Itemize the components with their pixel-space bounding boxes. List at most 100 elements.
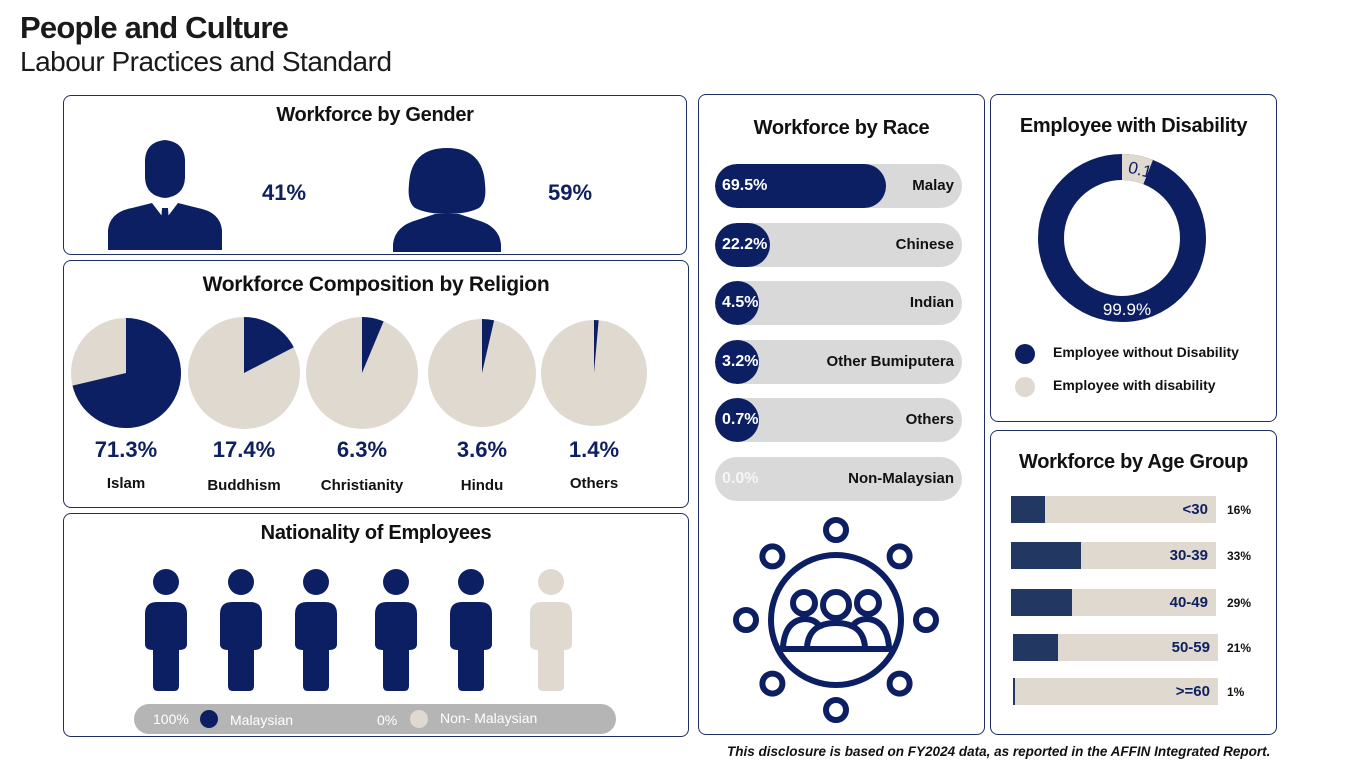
religion-item: 1.4% Others <box>534 437 654 497</box>
gender-title: Workforce by Gender <box>276 104 474 126</box>
race-panel: Workforce by Race 69.5% Malay 22.2% Chinese… <box>698 94 985 735</box>
age-title: Workforce by Age Group <box>1019 451 1248 473</box>
person-icon <box>220 569 262 691</box>
legend-with-dot <box>1015 377 1035 397</box>
pie-slice-hindu <box>482 319 495 373</box>
group-circle-icon <box>733 517 939 723</box>
race-name: Others <box>905 411 954 428</box>
race-bar-fill <box>715 339 759 384</box>
nationality-legend-bar: 100% Malaysian 0% Non- Malaysian <box>134 704 616 734</box>
age-percentage: 33% <box>1227 549 1252 563</box>
female-percentage: 59% <box>548 180 593 205</box>
religion-percentage: 17.4% <box>212 437 276 462</box>
nationality-panel: Nationality of Employees 100% Malaysian … <box>63 513 689 737</box>
race-percentage: 22.2% <box>722 235 768 253</box>
person-icon <box>450 569 492 691</box>
religion-percentage: 3.6% <box>456 437 508 462</box>
disability-panel: Employee with Disability 0.1% 99.9% Emplo… <box>990 94 1277 422</box>
legend-with-label: Employee with disability <box>1053 377 1216 393</box>
pie-slice-others <box>594 319 599 373</box>
age-panel: Workforce by Age Group <30 16% 30-39 33% 40-… <box>990 430 1277 735</box>
religion-name: Christianity <box>320 477 404 494</box>
age-percentage: 16% <box>1227 503 1252 517</box>
donut-without-label: 99.9% <box>1103 300 1151 319</box>
page-title: People and Culture <box>20 10 289 45</box>
race-percentage: 0.0% <box>722 469 759 487</box>
person-icons <box>145 569 572 691</box>
race-bar-fill <box>715 222 770 267</box>
donut-with-label: 0.1% <box>1126 158 1168 186</box>
age-group-label: <30 <box>1182 501 1208 518</box>
pie-slice-islam <box>72 318 182 428</box>
race-bar-fill <box>715 164 886 208</box>
race-name: Chinese <box>895 235 954 253</box>
race-name: Non-Malaysian <box>848 469 954 487</box>
race-row: 0.7% Others <box>715 398 962 442</box>
race-bar-fill <box>715 281 759 325</box>
male-person-icon <box>108 140 222 250</box>
age-group-label: >=60 <box>1175 683 1210 700</box>
disability-title: Employee with Disability <box>1019 115 1248 137</box>
race-percentage: 4.5% <box>722 294 759 311</box>
race-name: Malay <box>912 177 954 194</box>
race-row: 0.0% Non-Malaysian <box>715 456 962 501</box>
religion-item: 3.6% Hindu <box>422 437 542 497</box>
race-name: Indian <box>909 294 954 311</box>
religion-title: Workforce Composition by Religion <box>202 273 550 296</box>
age-group-label: 50-59 <box>1171 639 1210 656</box>
race-percentage: 69.5% <box>722 177 768 194</box>
religion-item: 71.3% Islam <box>66 437 186 497</box>
age-group-label: 40-49 <box>1169 594 1208 611</box>
race-percentage: 0.7% <box>722 411 759 428</box>
race-name: Other Bumiputera <box>826 352 954 370</box>
disability-donut: 0.1% 99.9% <box>1038 154 1206 322</box>
person-icon <box>530 569 572 691</box>
male-percentage: 41% <box>262 180 307 205</box>
malaysian-label: Malaysian <box>230 712 294 728</box>
age-bar-fill <box>1013 634 1058 661</box>
age-bar-bg <box>1011 496 1216 523</box>
religion-percentage: 6.3% <box>336 437 388 462</box>
religion-name: Islam <box>106 475 146 492</box>
religion-item: 17.4% Buddhism <box>184 437 304 497</box>
female-person-icon <box>393 148 501 252</box>
age-bar-bg <box>1013 678 1218 705</box>
race-bar-fill <box>715 398 759 442</box>
religion-item: 6.3% Christianity <box>302 437 422 497</box>
donut-with-arc <box>1038 154 1206 322</box>
footnote: This disclosure is based on FY2024 data,… <box>727 744 1271 759</box>
non-malaysian-label: Non- Malaysian <box>440 710 538 726</box>
donut-without-arc <box>1038 154 1206 322</box>
age-percentage: 29% <box>1227 596 1252 610</box>
nationality-title: Nationality of Employees <box>260 522 492 544</box>
race-percentage: 3.2% <box>722 352 759 370</box>
age-bar-fill <box>1011 496 1045 523</box>
person-icon <box>375 569 417 691</box>
age-bar-fill <box>1011 589 1073 616</box>
religion-name: Hindu <box>460 477 504 494</box>
legend-without-label: Employee without Disability <box>1053 344 1239 360</box>
person-icon <box>295 569 337 691</box>
pie-slice-christianity <box>362 317 384 373</box>
race-row: 69.5% Malay <box>715 164 962 208</box>
age-percentage: 1% <box>1227 685 1245 699</box>
religion-percentage: 71.3% <box>94 437 158 462</box>
age-group-label: 30-39 <box>1169 547 1208 564</box>
person-icon <box>145 569 187 691</box>
age-bar-fill <box>1011 542 1081 569</box>
malaysian-percentage: 100% <box>153 711 189 727</box>
non-malaysian-percentage: 0% <box>377 712 398 728</box>
age-bar-fill <box>1013 678 1016 705</box>
malaysian-dot <box>200 710 218 728</box>
religion-name: Others <box>569 475 619 492</box>
non-malaysian-dot <box>410 710 428 728</box>
religion-percentage: 1.4% <box>568 437 620 462</box>
pie-slice-buddhism <box>244 317 294 373</box>
page-subtitle: Labour Practices and Standard <box>20 46 392 77</box>
race-title: Workforce by Race <box>753 117 930 139</box>
race-row: 22.2% Chinese <box>715 222 962 267</box>
religion-panel: Workforce Composition by Religion 71.3% I… <box>63 260 689 508</box>
gender-panel: Workforce by Gender 41% 59% <box>63 95 687 255</box>
legend-without-dot <box>1015 344 1035 364</box>
religion-name: Buddhism <box>207 477 281 494</box>
